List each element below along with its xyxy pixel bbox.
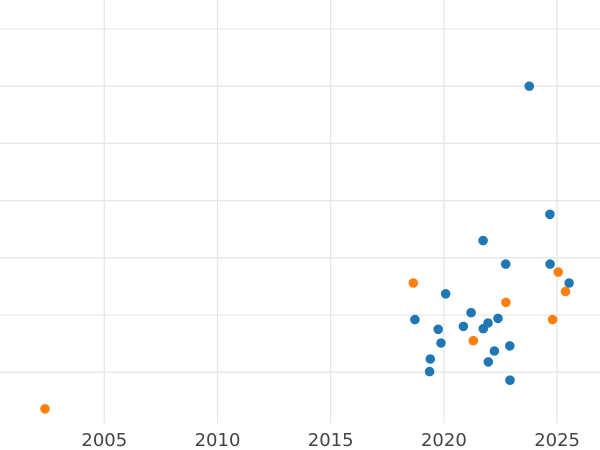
x-axis-tick-label: 2005 — [81, 430, 127, 450]
data-point-orange — [501, 297, 511, 308]
data-point-orange — [553, 267, 563, 277]
data-point-blue — [458, 321, 469, 332]
data-point-blue — [545, 209, 555, 220]
data-point-orange — [468, 335, 479, 346]
data-point-blue — [410, 314, 420, 325]
data-point-blue — [489, 346, 500, 356]
data-point-orange — [40, 404, 50, 414]
data-point-blue — [478, 323, 489, 334]
data-point-blue — [500, 259, 511, 269]
x-axis-tick-label: 2010 — [195, 430, 241, 450]
x-axis-tick-label: 2015 — [308, 430, 354, 450]
data-point-blue — [440, 289, 451, 299]
data-point-blue — [424, 366, 435, 377]
data-point-orange — [547, 314, 558, 325]
data-point-blue — [466, 307, 476, 318]
data-point-blue — [493, 313, 503, 324]
data-point-orange — [408, 278, 419, 288]
data-point-blue — [505, 341, 515, 351]
data-point-blue — [425, 354, 436, 364]
data-point-blue — [478, 235, 488, 246]
data-point-blue — [564, 278, 574, 288]
data-point-orange — [560, 286, 571, 297]
data-point-blue — [524, 81, 535, 91]
data-point-blue — [545, 259, 555, 269]
data-point-blue — [433, 324, 444, 335]
data-point-blue — [436, 338, 446, 348]
data-point-blue — [505, 375, 515, 386]
data-point-blue — [483, 357, 494, 367]
x-axis-tick-label: 2020 — [421, 430, 467, 450]
x-axis-tick-label: 2025 — [534, 430, 580, 450]
